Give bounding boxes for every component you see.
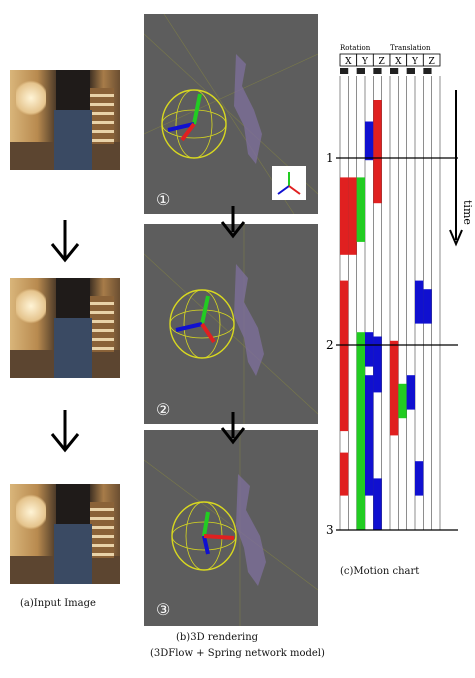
motion-segment-red <box>373 100 382 204</box>
motion-segment-blue <box>406 375 415 410</box>
column-header-z: Z <box>379 57 385 67</box>
render-number-2: ② <box>156 400 171 419</box>
checker-cell <box>381 68 390 74</box>
motion-segment-red <box>340 177 349 255</box>
motion-segment-green <box>356 332 365 530</box>
group-label-rotation: Rotation <box>340 44 371 52</box>
motion-segment-green <box>398 383 407 419</box>
down-arrow-icon <box>220 206 246 239</box>
checker-cell <box>415 68 424 74</box>
motion-segment-blue <box>365 332 374 367</box>
time-arrow-head-icon <box>449 229 463 247</box>
checker-cell <box>373 68 382 74</box>
down-arrow-icon <box>220 412 246 445</box>
motion-segment-blue <box>365 375 374 496</box>
render-number-1: ① <box>156 190 171 209</box>
render-panel-2: ② <box>144 224 318 424</box>
caption-3d-rendering: (b)3D rendering <box>176 632 259 643</box>
time-label: time <box>461 200 472 225</box>
down-arrow-icon <box>50 220 80 263</box>
axis-gizmo-icon <box>272 166 306 200</box>
motion-segment-blue <box>423 289 432 324</box>
checker-cell <box>406 68 415 74</box>
motion-segment-blue <box>415 280 424 324</box>
checker-cell <box>340 68 349 74</box>
checker-cell <box>390 68 399 74</box>
motion-segment-blue <box>373 336 382 393</box>
input-image-1 <box>10 70 120 170</box>
motion-segment-blue <box>365 121 374 161</box>
motion-segment-blue <box>415 461 424 496</box>
motion-segment-blue <box>373 478 382 530</box>
column-header-y: Y <box>411 57 419 67</box>
column-header-x: X <box>345 57 352 67</box>
down-arrow-icon <box>50 410 80 453</box>
checker-cell <box>398 68 407 74</box>
frame-marker-label-3: 3 <box>326 523 334 537</box>
checker-cell <box>348 68 357 74</box>
render-panel-3: ③ <box>144 430 318 626</box>
motion-segment-red <box>340 280 349 432</box>
checker-cell <box>356 68 365 74</box>
caption-3d-rendering-subtitle: (3DFlow + Spring network model) <box>150 648 325 659</box>
column-header-z: Z <box>429 57 435 67</box>
input-image-2 <box>10 278 120 378</box>
frame-marker-label-1: 1 <box>326 151 334 165</box>
render-number-3: ③ <box>156 600 171 619</box>
render-panel-1: ① <box>144 14 318 214</box>
caption-motion-chart: (c)Motion chart <box>340 566 420 577</box>
column-header-box <box>422 53 441 67</box>
motion-segment-green <box>356 177 365 242</box>
caption-input-image: (a)Input Image <box>20 598 96 609</box>
checker-cell <box>423 68 432 74</box>
checker-cell <box>365 68 374 74</box>
checker-cell <box>431 68 440 74</box>
frame-marker-label-2: 2 <box>326 338 334 352</box>
group-label-translation: Translation <box>390 44 431 52</box>
motion-segment-red <box>348 177 357 255</box>
input-image-3 <box>10 484 120 584</box>
column-header-x: X <box>395 57 402 67</box>
motion-segment-red <box>390 340 399 436</box>
column-header-y: Y <box>361 57 369 67</box>
motion-segment-red <box>340 452 349 496</box>
